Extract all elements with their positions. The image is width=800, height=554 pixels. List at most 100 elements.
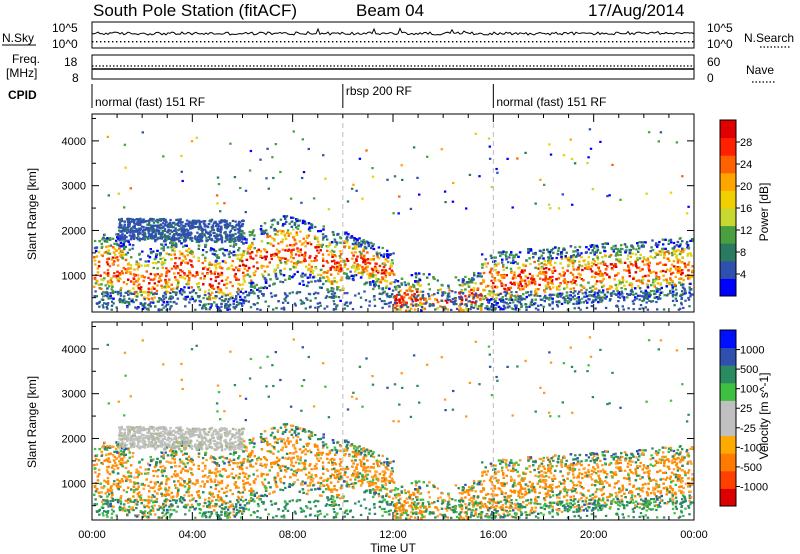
power-cell — [401, 298, 404, 301]
power-cell — [540, 267, 543, 270]
power-cell — [147, 287, 150, 290]
power-cell — [585, 295, 589, 298]
power-cell — [481, 296, 484, 299]
power-cell — [522, 293, 525, 296]
power-cell — [615, 273, 618, 277]
power-cell — [167, 285, 171, 289]
power-cell — [383, 290, 386, 293]
power-cell — [134, 274, 138, 277]
power-cell — [395, 298, 398, 301]
power-cell — [400, 277, 404, 280]
power-cell — [328, 243, 332, 247]
power-cell — [187, 279, 190, 282]
power-cell — [199, 277, 202, 280]
power-cell — [315, 236, 319, 239]
power-cell — [689, 239, 692, 242]
power-cell — [545, 271, 548, 274]
nsearch-point — [672, 41, 674, 43]
power-cell — [574, 255, 578, 258]
power-cell — [233, 275, 237, 278]
power-cell — [530, 298, 534, 301]
power-cell — [170, 283, 173, 286]
power-cell — [377, 246, 381, 249]
power-cell — [223, 283, 226, 286]
power-cell — [385, 280, 389, 283]
power-cell — [481, 253, 484, 256]
power-cell — [471, 281, 474, 284]
power-cell — [518, 301, 521, 304]
power-cell — [481, 263, 484, 266]
power-cell — [105, 240, 109, 243]
power-cell — [374, 274, 377, 277]
power-cell — [119, 241, 123, 245]
power-cell — [132, 277, 135, 280]
power-cell — [253, 285, 257, 288]
power-cell — [483, 289, 487, 292]
power-cell — [381, 277, 385, 281]
power-cell — [400, 295, 403, 298]
power-cell — [148, 304, 151, 307]
power-cell — [681, 269, 684, 272]
nsearch-point — [368, 41, 370, 43]
power-cell — [525, 291, 528, 294]
power-cell — [569, 245, 573, 248]
power-cell — [176, 266, 180, 269]
power-cell — [178, 250, 182, 253]
nsearch-point — [388, 41, 390, 43]
power-cell — [486, 284, 490, 288]
power-cell — [239, 253, 243, 256]
power-cell — [471, 277, 474, 280]
power-cell — [691, 240, 695, 243]
power-cell — [592, 258, 595, 261]
power-cell — [186, 254, 189, 257]
power-cell — [243, 238, 246, 241]
power-cell — [221, 260, 225, 263]
power-cell — [119, 288, 122, 291]
power-cell — [122, 281, 126, 284]
power-cell — [509, 297, 512, 300]
power-cell — [380, 272, 384, 275]
power-cell — [102, 236, 105, 239]
power-cell — [161, 257, 165, 260]
nsearch-point — [244, 41, 246, 43]
power-cell — [330, 280, 334, 283]
power-cell — [489, 269, 493, 272]
power-cell — [295, 226, 298, 229]
power-cell — [356, 265, 360, 268]
power-cell — [102, 290, 105, 294]
power-cell — [248, 248, 252, 251]
power-cell — [520, 278, 523, 281]
power-cell — [510, 251, 513, 254]
power-cell — [678, 252, 682, 256]
nsearch-point — [372, 41, 374, 43]
power-cell — [166, 291, 170, 294]
nsearch-point — [292, 41, 294, 43]
power-cell — [628, 271, 631, 274]
nsearch-point — [676, 41, 678, 43]
power-cell — [253, 286, 256, 289]
power-cell — [115, 249, 118, 252]
power-cell — [422, 273, 425, 276]
power-cell — [354, 247, 358, 250]
power-cell — [632, 293, 635, 296]
power-cell — [343, 265, 346, 268]
power-cell — [181, 259, 185, 262]
power-cell — [292, 274, 295, 277]
power-cell — [369, 241, 372, 245]
power-cell — [488, 271, 492, 274]
power-cell — [226, 300, 230, 303]
power-cell — [663, 253, 666, 256]
power-cell — [428, 288, 431, 291]
power-cell — [246, 269, 249, 272]
power-cell — [367, 244, 371, 248]
power-cell — [674, 283, 677, 286]
power-cell — [637, 285, 640, 288]
power-cell — [131, 244, 135, 247]
power-cell — [363, 270, 366, 273]
power-cell — [382, 268, 386, 271]
power-cell — [330, 260, 334, 263]
power-cell — [532, 252, 535, 255]
power-cell — [384, 275, 387, 279]
power-cell — [684, 289, 687, 292]
power-cell — [594, 272, 598, 275]
